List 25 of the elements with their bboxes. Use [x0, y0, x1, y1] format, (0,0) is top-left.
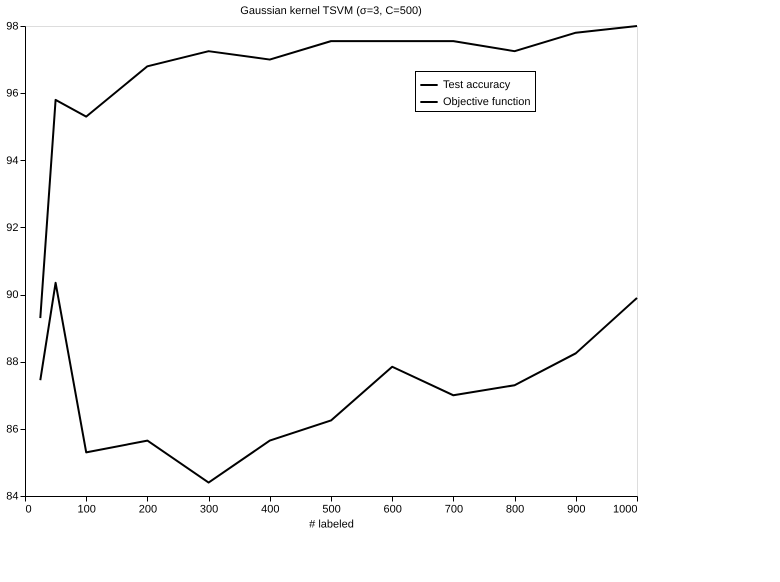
x-tick-label: 200 [138, 504, 158, 516]
y-tick-label: 84 [6, 490, 18, 502]
x-tick-label: 100 [78, 504, 96, 516]
y-tick-label: 98 [6, 20, 18, 32]
x-tick-label: 400 [261, 504, 280, 516]
x-axis-title: # labeled [309, 518, 354, 530]
chart-title: Gaussian kernel TSVM (σ=3, C=500) [240, 5, 422, 17]
line-series [39, 25, 638, 320]
y-tick-label: 86 [6, 423, 18, 436]
line-series [39, 282, 638, 484]
x-tick-label: 700 [444, 504, 464, 516]
y-tick-label: 92 [6, 222, 18, 234]
legend-label: Test accuracy [443, 79, 511, 91]
y-tick-label: 96 [6, 88, 18, 100]
x-tick-label: 800 [506, 504, 524, 516]
y-tick-label: 90 [6, 289, 18, 302]
x-tick-label: 900 [567, 504, 586, 516]
x-tick-label: 1000 [613, 504, 638, 516]
x-tick-label: 0 [26, 504, 32, 516]
x-tick-label: 600 [384, 504, 402, 516]
x-tick-label: 300 [200, 504, 218, 516]
x-tick-label: 500 [322, 504, 341, 516]
y-tick-label: 94 [6, 154, 18, 167]
y-tick-label: 88 [6, 356, 18, 368]
legend-label: Objective function [443, 96, 530, 108]
